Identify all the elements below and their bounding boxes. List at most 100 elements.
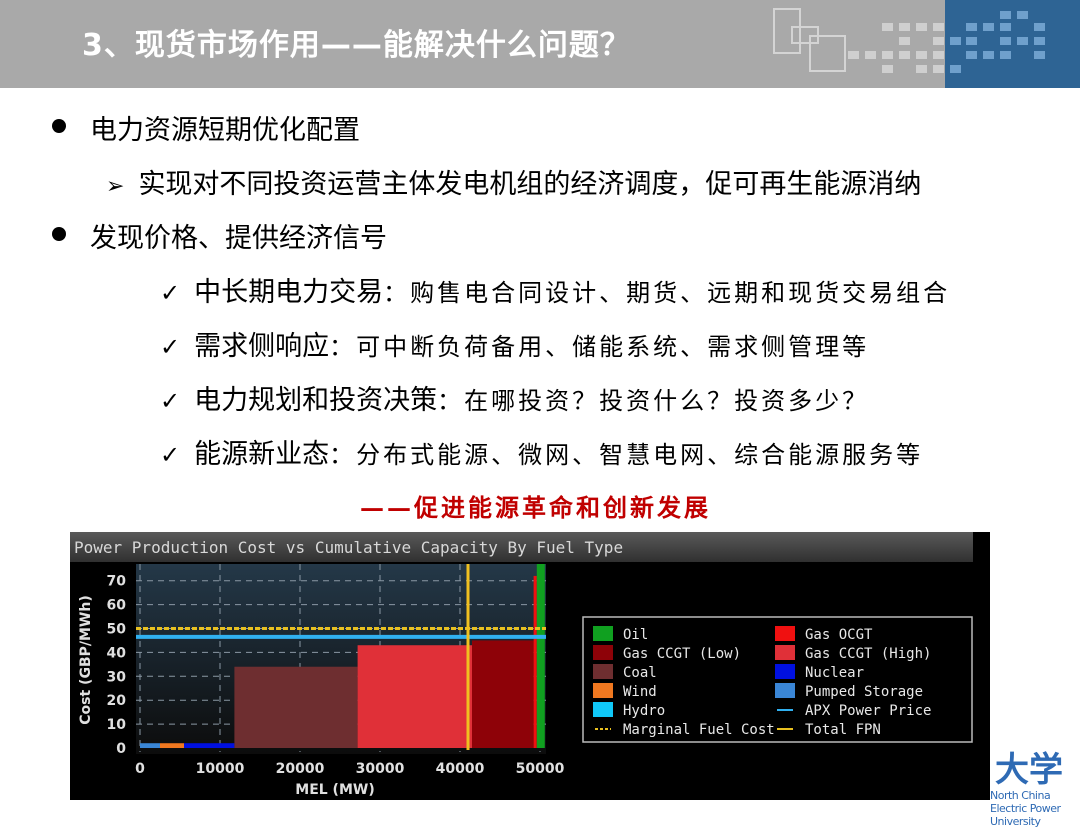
bar-gas-ccgt-high- bbox=[357, 645, 472, 748]
y-tick-label: 10 bbox=[107, 717, 127, 733]
decor-dot bbox=[966, 23, 977, 31]
check-item: ✓ 电力规划和投资决策：在哪投资？投资什么？投资多少？ bbox=[160, 378, 869, 417]
bar-coal bbox=[234, 666, 358, 748]
x-tick-label: 10000 bbox=[196, 761, 245, 777]
decor-dot bbox=[950, 37, 961, 45]
decor-square bbox=[773, 8, 801, 54]
check-body: ：在哪投资？投资什么？投资多少？ bbox=[437, 387, 870, 415]
page-title: 3、现货市场作用——能解决什么问题？ bbox=[82, 28, 631, 63]
legend-label: Oil bbox=[623, 627, 648, 643]
check-item: ✓ 能源新业态：分布式能源、微网、智慧电网、综合能源服务等 bbox=[160, 432, 923, 471]
chart-title: Power Production Cost vs Cumulative Capa… bbox=[74, 538, 623, 557]
check-head: 需求侧响应 bbox=[194, 331, 330, 362]
bullet-text: 电力资源短期优化配置 bbox=[90, 115, 360, 146]
check-head: 中长期电力交易 bbox=[194, 277, 384, 308]
check-body: ：分布式能源、微网、智慧电网、综合能源服务等 bbox=[329, 441, 924, 469]
legend-label: Gas OCGT bbox=[805, 627, 873, 643]
decor-dot bbox=[933, 65, 944, 73]
bullet-text: 发现价格、提供经济信号 bbox=[90, 223, 387, 254]
bar-oil bbox=[536, 564, 545, 748]
legend-swatch bbox=[593, 645, 613, 660]
decor-dot bbox=[916, 23, 927, 31]
legend-label: Gas CCGT (Low) bbox=[623, 646, 741, 662]
decor-dot bbox=[933, 37, 944, 45]
decor-dot bbox=[848, 51, 859, 59]
legend-label: APX Power Price bbox=[805, 703, 931, 719]
y-tick-label: 20 bbox=[107, 693, 127, 709]
legend-label: Pumped Storage bbox=[805, 684, 923, 700]
decor-dot bbox=[1034, 23, 1045, 31]
bar-pumped-storage bbox=[140, 743, 160, 748]
legend-label: Gas CCGT (High) bbox=[805, 646, 931, 662]
check-icon: ✓ bbox=[160, 441, 181, 469]
legend-label: Total FPN bbox=[805, 722, 881, 738]
bullet-icon bbox=[52, 227, 66, 241]
sub-bullet-text: 实现对不同投资运营主体发电机组的经济调度，促可再生能源消纳 bbox=[138, 169, 922, 200]
check-icon: ✓ bbox=[160, 279, 181, 307]
decor-dot bbox=[933, 51, 944, 59]
legend-label: Marginal Fuel Cost bbox=[623, 722, 775, 738]
y-tick-label: 50 bbox=[107, 622, 127, 638]
decor-dot bbox=[1017, 11, 1028, 19]
decor-dot bbox=[1000, 37, 1011, 45]
bar-gas-ccgt-low- bbox=[472, 640, 534, 748]
university-logo: 大学 bbox=[995, 750, 1063, 790]
legend-swatch bbox=[593, 626, 613, 641]
decor-dot bbox=[882, 23, 893, 31]
y-tick-label: 60 bbox=[107, 598, 127, 614]
decor-dot bbox=[865, 51, 876, 59]
decor-dot bbox=[916, 51, 927, 59]
decor-dot bbox=[899, 51, 910, 59]
y-tick-label: 40 bbox=[107, 645, 127, 661]
x-tick-label: 40000 bbox=[436, 761, 485, 777]
decor-dot bbox=[1034, 37, 1045, 45]
decor-dot bbox=[1000, 51, 1011, 59]
x-tick-label: 30000 bbox=[356, 761, 405, 777]
legend-swatch bbox=[775, 626, 795, 641]
decor-dot bbox=[899, 23, 910, 31]
decor-dot bbox=[966, 37, 977, 45]
arrow-bullet-icon: ➢ bbox=[106, 174, 125, 199]
check-head: 能源新业态 bbox=[194, 439, 330, 470]
decor-dot bbox=[1000, 23, 1011, 31]
check-body: ：可中断负荷备用、储能系统、需求侧管理等 bbox=[329, 333, 870, 361]
legend-label: Wind bbox=[623, 684, 657, 700]
decor-dot bbox=[882, 51, 893, 59]
bar-wind bbox=[160, 743, 184, 748]
y-axis-label: Cost (GBP/MWh) bbox=[78, 595, 94, 724]
legend-label: Nuclear bbox=[805, 665, 864, 681]
y-tick-label: 30 bbox=[107, 669, 127, 685]
x-axis-label: MEL (MW) bbox=[295, 782, 374, 798]
legend-label: Hydro bbox=[623, 703, 665, 719]
decor-square bbox=[809, 35, 846, 72]
legend-swatch bbox=[593, 702, 613, 717]
slide-header: 3、现货市场作用——能解决什么问题？ bbox=[0, 0, 1080, 88]
x-tick-label: 20000 bbox=[276, 761, 325, 777]
decor-dot bbox=[1017, 37, 1028, 45]
x-tick-label: 0 bbox=[135, 761, 145, 777]
decor-dot bbox=[933, 23, 944, 31]
decor-dot bbox=[916, 65, 927, 73]
decor-dot bbox=[882, 65, 893, 73]
bar-gas-ocgt bbox=[533, 575, 537, 748]
decor-dot bbox=[1034, 51, 1045, 59]
check-body: ：购售电合同设计、期货、远期和现货交易组合 bbox=[383, 279, 951, 307]
legend-swatch bbox=[775, 645, 795, 660]
sub-bullet: ➢ 实现对不同投资运营主体发电机组的经济调度，促可再生能源消纳 bbox=[106, 162, 921, 201]
check-icon: ✓ bbox=[160, 387, 181, 415]
bullet-icon bbox=[52, 119, 66, 133]
legend-swatch bbox=[775, 683, 795, 698]
chart-svg: Power Production Cost vs Cumulative Capa… bbox=[70, 532, 973, 798]
cost-capacity-chart: Power Production Cost vs Cumulative Capa… bbox=[70, 532, 990, 800]
legend-swatch bbox=[593, 683, 613, 698]
university-logo-en: North China Electric Power University bbox=[990, 789, 1061, 828]
check-head: 电力规划和投资决策 bbox=[194, 385, 438, 416]
legend-label: Coal bbox=[623, 665, 657, 681]
y-tick-label: 0 bbox=[116, 741, 126, 757]
legend-swatch bbox=[593, 664, 613, 679]
decor-dot bbox=[899, 37, 910, 45]
check-item: ✓ 中长期电力交易：购售电合同设计、期货、远期和现货交易组合 bbox=[160, 270, 950, 309]
decor-dot bbox=[966, 51, 977, 59]
y-tick-label: 70 bbox=[107, 574, 127, 590]
x-tick-label: 50000 bbox=[516, 761, 565, 777]
